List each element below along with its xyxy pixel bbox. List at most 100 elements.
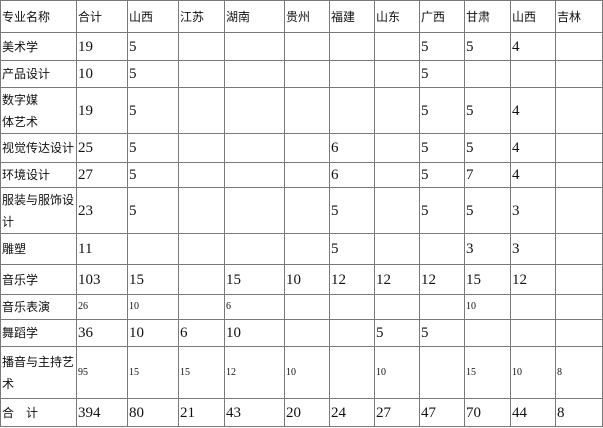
column-header: 甘肃: [464, 0, 511, 33]
row-label-line: 服装与服饰设: [2, 192, 75, 207]
table-row: 播音与主持艺术 95 15 15 12 10 10 15 10 8: [0, 346, 603, 399]
table-cell: [178, 187, 225, 234]
table-row: 服装与服饰设计 23 5 5 5 5 3: [0, 187, 603, 234]
table-row: 美术学 19 5 5 5 4: [0, 32, 603, 61]
table-cell: 15: [127, 346, 179, 399]
table-cell: 19: [76, 32, 128, 61]
table-cell: 3: [464, 233, 511, 265]
table-cell: 6: [329, 162, 375, 188]
table-cell: [284, 319, 330, 347]
table-cell: [224, 87, 285, 134]
row-label-line: 术: [2, 376, 15, 391]
table-cell: 10: [76, 60, 128, 88]
table-cell: 21: [178, 398, 225, 427]
table-cell: [224, 162, 285, 188]
table-cell: 23: [76, 187, 128, 234]
table-cell: [178, 294, 225, 320]
table-cell: [464, 60, 511, 88]
table-cell: 70: [464, 398, 511, 427]
table-cell: 12: [329, 264, 375, 295]
table-cell: 5: [374, 319, 420, 347]
table-cell: [329, 60, 375, 88]
table-cell: 95: [76, 346, 128, 399]
row-label-line: 数字媒: [2, 92, 39, 107]
table-cell: [127, 233, 179, 265]
table-row: 环境设计 27 5 6 5 7 4: [0, 162, 603, 188]
row-label: 环境设计: [0, 162, 77, 188]
table-row: 音乐学 103 15 15 10 12 12 12 15 12: [0, 264, 603, 295]
table-cell: 12: [374, 264, 420, 295]
table-cell: 5: [329, 187, 375, 234]
table-cell: [374, 187, 420, 234]
table-cell: 5: [464, 187, 511, 234]
table-cell: 5: [419, 32, 465, 61]
table-cell: 80: [127, 398, 179, 427]
row-label: 数字媒 体艺术: [0, 87, 77, 134]
table-cell: [284, 233, 330, 265]
table-cell: 44: [510, 398, 556, 427]
row-label: 播音与主持艺术: [0, 346, 77, 399]
table-cell: [178, 32, 225, 61]
table-cell: [178, 162, 225, 188]
table-cell: 8: [555, 398, 603, 427]
table-cell: 4: [510, 87, 556, 134]
row-label: 视觉传达设计: [0, 133, 77, 163]
table-cell: 5: [127, 133, 179, 163]
table-cell: [374, 233, 420, 265]
table-row: 合 计 394 80 21 43 20 24 27 47 70 44 8: [0, 398, 603, 427]
table-cell: [555, 294, 603, 320]
table-cell: [178, 60, 225, 88]
table-cell: 5: [419, 60, 465, 88]
table-cell: [555, 264, 603, 295]
table-cell: [284, 162, 330, 188]
row-label-line: 计: [2, 214, 15, 229]
column-header: 福建: [329, 0, 375, 33]
table-cell: [374, 32, 420, 61]
table-cell: 6: [178, 319, 225, 347]
table-cell: 394: [76, 398, 128, 427]
table-cell: [329, 87, 375, 134]
table-cell: 5: [419, 87, 465, 134]
table-cell: 6: [329, 133, 375, 163]
table-cell: [224, 32, 285, 61]
column-header: 湖南: [224, 0, 285, 33]
table-cell: [374, 87, 420, 134]
table-cell: [510, 294, 556, 320]
table-cell: [555, 319, 603, 347]
table-row: 数字媒 体艺术 19 5 5 5 4: [0, 87, 603, 134]
row-label: 舞蹈学: [0, 319, 77, 347]
table-cell: [329, 319, 375, 347]
table-cell: [464, 319, 511, 347]
table-cell: 10: [510, 346, 556, 399]
table-row: 音乐表演 26 10 6 10: [0, 294, 603, 320]
row-label: 产品设计: [0, 60, 77, 88]
table-cell: 15: [464, 346, 511, 399]
table-cell: 5: [464, 133, 511, 163]
table-cell: [178, 233, 225, 265]
table-cell: [555, 133, 603, 163]
table-cell: 5: [127, 187, 179, 234]
table-cell: 3: [510, 233, 556, 265]
column-header: 贵州: [284, 0, 330, 33]
table-cell: 5: [464, 87, 511, 134]
table-cell: 10: [127, 319, 179, 347]
table-cell: 4: [510, 162, 556, 188]
table-cell: 12: [419, 264, 465, 295]
table-row: 雕塑 11 5 3 3: [0, 233, 603, 265]
table-cell: 5: [127, 162, 179, 188]
table-cell: [419, 233, 465, 265]
table-cell: [374, 133, 420, 163]
table-cell: [555, 60, 603, 88]
table-cell: 15: [464, 264, 511, 295]
table-cell: [224, 233, 285, 265]
table-cell: 5: [419, 319, 465, 347]
table-cell: 5: [329, 233, 375, 265]
table-cell: 10: [284, 264, 330, 295]
table-cell: 12: [510, 264, 556, 295]
table-cell: 10: [464, 294, 511, 320]
column-header: 广西: [419, 0, 465, 33]
table-cell: 10: [284, 346, 330, 399]
table-cell: [374, 294, 420, 320]
table-cell: 8: [555, 346, 603, 399]
